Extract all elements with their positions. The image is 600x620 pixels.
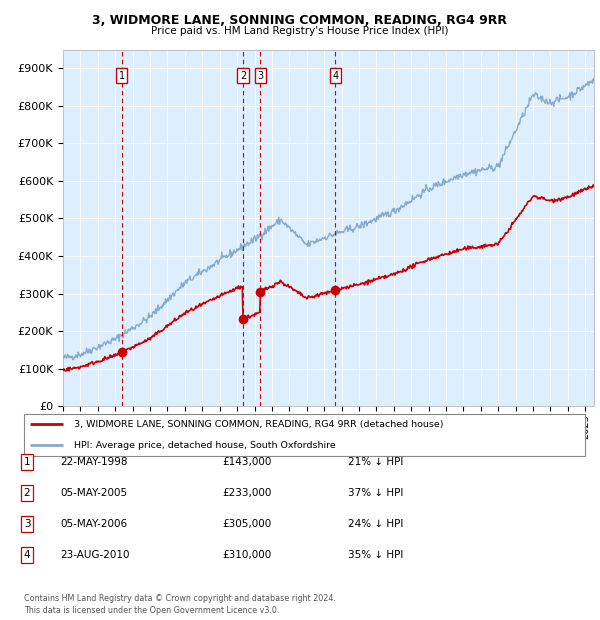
Text: 21% ↓ HPI: 21% ↓ HPI	[348, 457, 403, 467]
Text: £233,000: £233,000	[222, 488, 271, 498]
Text: £143,000: £143,000	[222, 457, 271, 467]
FancyBboxPatch shape	[24, 414, 585, 456]
Text: 2: 2	[23, 488, 31, 498]
Text: 05-MAY-2005: 05-MAY-2005	[60, 488, 127, 498]
Text: 3: 3	[23, 519, 31, 529]
Text: 22-MAY-1998: 22-MAY-1998	[60, 457, 128, 467]
Text: 24% ↓ HPI: 24% ↓ HPI	[348, 519, 403, 529]
Text: 4: 4	[332, 71, 338, 81]
Text: 23-AUG-2010: 23-AUG-2010	[60, 550, 130, 560]
Text: 1: 1	[23, 457, 31, 467]
Text: 05-MAY-2006: 05-MAY-2006	[60, 519, 127, 529]
Text: 2: 2	[240, 71, 246, 81]
Text: 37% ↓ HPI: 37% ↓ HPI	[348, 488, 403, 498]
Text: Price paid vs. HM Land Registry's House Price Index (HPI): Price paid vs. HM Land Registry's House …	[151, 26, 449, 36]
Text: 4: 4	[23, 550, 31, 560]
Text: £310,000: £310,000	[222, 550, 271, 560]
Text: HPI: Average price, detached house, South Oxfordshire: HPI: Average price, detached house, Sout…	[74, 441, 336, 450]
Text: 35% ↓ HPI: 35% ↓ HPI	[348, 550, 403, 560]
Text: 3, WIDMORE LANE, SONNING COMMON, READING, RG4 9RR: 3, WIDMORE LANE, SONNING COMMON, READING…	[92, 14, 508, 27]
Text: Contains HM Land Registry data © Crown copyright and database right 2024.
This d: Contains HM Land Registry data © Crown c…	[24, 594, 336, 615]
Text: £305,000: £305,000	[222, 519, 271, 529]
Text: 3, WIDMORE LANE, SONNING COMMON, READING, RG4 9RR (detached house): 3, WIDMORE LANE, SONNING COMMON, READING…	[74, 420, 444, 428]
Text: 3: 3	[257, 71, 263, 81]
Text: 1: 1	[119, 71, 125, 81]
